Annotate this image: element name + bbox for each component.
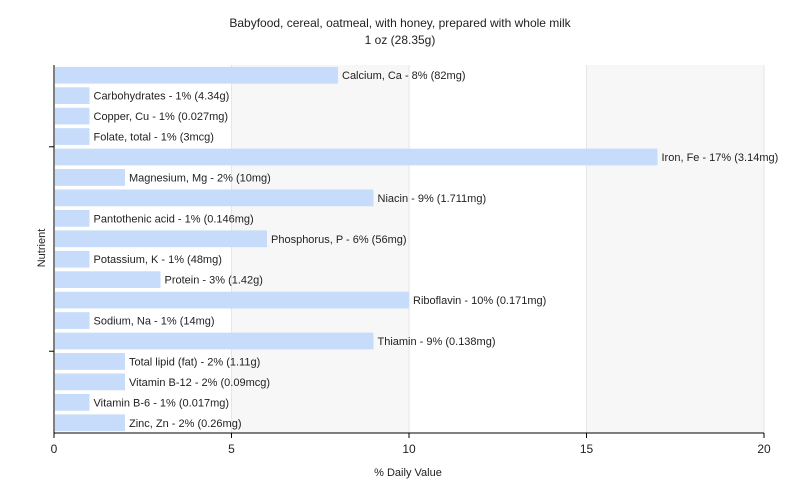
plot-band [231,65,409,433]
bar [55,271,161,289]
bar-label: Folate, total - 1% (3mcg) [94,132,214,144]
bar-label: Riboflavin - 10% (0.171mg) [413,295,546,307]
bar-label: Pantothenic acid - 1% (0.146mg) [94,213,254,225]
bar [55,332,374,350]
bar-label: Thiamin - 9% (0.138mg) [378,336,496,348]
bar-label: Vitamin B-12 - 2% (0.09mcg) [129,377,270,389]
bar [55,209,90,227]
y-axis-title: Nutrient [36,229,48,268]
bar [55,312,90,329]
axes-group: 0 5 10 15 20 [49,65,771,456]
chart-title: Babyfood, cereal, oatmeal, with honey, p… [229,16,571,30]
bar [55,169,125,186]
bar [55,230,267,248]
bar-label: Potassium, K - 1% (48mg) [94,254,222,266]
x-axis-title: % Daily Value [374,467,442,479]
chart-subtitle: 1 oz (28.35g) [365,33,436,47]
bar-label: Niacin - 9% (1.711mg) [378,193,487,205]
x-tick-label: 10 [402,442,416,456]
bar-label: Iron, Fe - 17% (3.14mg) [662,152,779,164]
bar-label: Protein - 3% (1.42g) [165,275,263,287]
bar [55,66,338,84]
bar-label: Carbohydrates - 1% (4.34g) [94,91,230,103]
bar [55,250,90,268]
x-tick-label: 5 [228,442,235,456]
x-tick-label: 20 [757,442,771,456]
bar [55,373,125,391]
x-tick-label: 0 [51,442,58,456]
bar-label: Vitamin B-6 - 1% (0.017mg) [94,397,230,409]
bars-group: Calcium, Ca - 8% (82mg) Carbohydrates - 1… [55,66,779,432]
bar [55,189,374,207]
bar [55,291,409,309]
bar [55,128,90,145]
bar [55,414,125,432]
bar-label: Total lipid (fat) - 2% (1.11g) [129,356,260,368]
bar-label: Calcium, Ca - 8% (82mg) [342,70,465,82]
bar [55,107,90,125]
bar [55,148,658,166]
bar [55,393,90,411]
bar [55,87,90,105]
plot-band [586,65,764,433]
bar-label: Magnesium, Mg - 2% (10mg) [129,172,271,184]
x-tick-label: 15 [580,442,594,456]
bar-label: Phosphorus, P - 6% (56mg) [271,234,407,246]
plot-background [231,65,764,433]
bar-label: Sodium, Na - 1% (14mg) [94,316,215,328]
grid-lines [231,65,765,433]
bar-label: Copper, Cu - 1% (0.027mg) [94,111,229,123]
bar-label: Zinc, Zn - 2% (0.26mg) [129,418,241,430]
bar [55,353,125,370]
